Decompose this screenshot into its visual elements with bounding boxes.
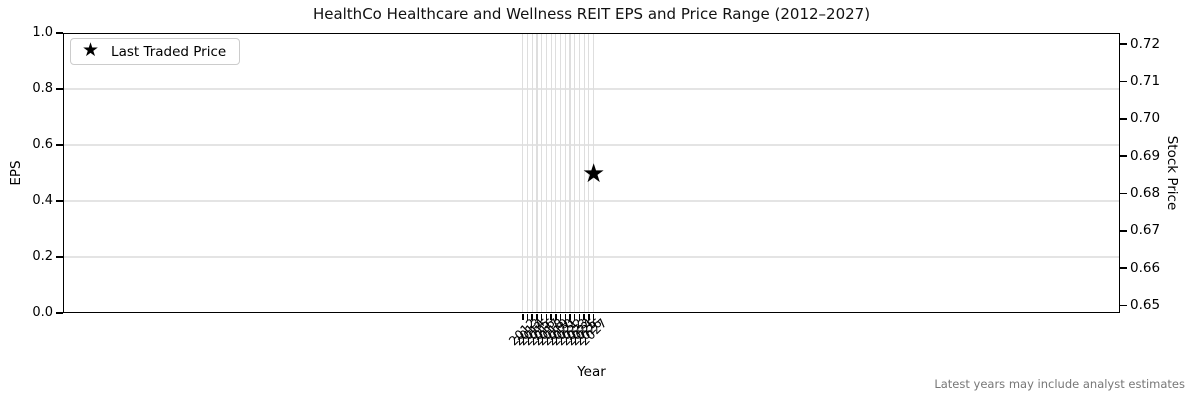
horizontal-gridline (63, 200, 1120, 202)
y-right-tick (1120, 155, 1127, 157)
y-right-tick-label: 0.67 (1130, 222, 1161, 239)
y-right-tick (1120, 304, 1127, 307)
vertical-gridline (583, 33, 585, 313)
y-left-tick-label: 1.0 (32, 25, 53, 40)
y-left-tick (56, 144, 63, 146)
vertical-gridline (531, 33, 533, 313)
y-left-tick-label: 0.4 (32, 193, 53, 208)
star-icon: ★ (82, 39, 100, 61)
horizontal-gridline (63, 256, 1120, 258)
star-marker: ★ (581, 158, 606, 189)
x-axis-label: Year (577, 364, 606, 380)
y-left-tick (56, 88, 63, 90)
x-tick (573, 314, 576, 320)
vertical-gridline (569, 33, 571, 313)
y-right-tick (1120, 80, 1127, 83)
x-tick (526, 314, 529, 320)
y-left-tick-label: 0.0 (32, 305, 53, 320)
y-right-tick (1120, 230, 1127, 232)
y-right-tick-label: 0.65 (1130, 297, 1161, 314)
y-right-tick (1120, 267, 1127, 269)
x-tick (522, 314, 524, 320)
y-right-tick (1120, 43, 1127, 45)
vertical-gridline (545, 33, 547, 313)
x-tick (531, 314, 533, 320)
y-left-tick-label: 0.8 (32, 81, 53, 96)
x-tick (550, 314, 552, 320)
vertical-gridline (541, 33, 543, 313)
vertical-gridline (555, 33, 557, 313)
y-right-tick (1120, 118, 1127, 120)
y-left-tick (56, 200, 63, 202)
vertical-gridline (574, 33, 576, 313)
x-tick (564, 314, 567, 320)
y-left-tick (56, 256, 63, 258)
vertical-gridline (588, 33, 590, 313)
vertical-gridline (550, 33, 552, 313)
x-tick (536, 314, 538, 320)
y-right-tick (1120, 192, 1127, 195)
y-right-tick-label: 0.70 (1130, 110, 1161, 127)
horizontal-gridline (63, 88, 1120, 90)
y-right-tick-label: 0.72 (1130, 35, 1161, 52)
vertical-gridline (578, 33, 581, 313)
x-tick (559, 314, 562, 320)
vertical-gridline (536, 33, 538, 313)
y-left-tick (56, 32, 63, 34)
vertical-gridline (559, 33, 562, 313)
x-tick (555, 314, 557, 320)
x-tick (569, 314, 571, 320)
y-right-tick-label: 0.71 (1130, 73, 1161, 90)
y-right-tick-label: 0.69 (1130, 147, 1161, 164)
x-tick (588, 314, 590, 320)
x-tick (578, 314, 581, 320)
y-left-axis-label: EPS (8, 160, 24, 186)
x-tick (545, 314, 548, 320)
y-right-tick-label: 0.68 (1130, 185, 1161, 202)
x-tick (583, 314, 585, 320)
y-left-tick (56, 312, 63, 314)
footnote-text: Latest years may include analyst estimat… (934, 377, 1185, 391)
legend: ★ Last Traded Price (70, 38, 241, 65)
x-tick (540, 314, 543, 320)
y-left-tick-label: 0.2 (32, 249, 53, 264)
y-right-tick-label: 0.66 (1130, 259, 1161, 276)
horizontal-gridline (63, 144, 1120, 146)
plot-area (63, 33, 1120, 313)
y-left-tick-label: 0.6 (32, 137, 53, 152)
chart-title: HealthCo Healthcare and Wellness REIT EP… (312, 5, 871, 23)
vertical-gridline (593, 33, 595, 313)
legend-label: Last Traded Price (111, 43, 227, 60)
y-right-axis-label: Stock Price (1164, 135, 1180, 211)
vertical-gridline (522, 33, 524, 313)
x-tick (592, 314, 595, 320)
vertical-gridline (564, 33, 566, 313)
vertical-gridline (526, 33, 529, 313)
